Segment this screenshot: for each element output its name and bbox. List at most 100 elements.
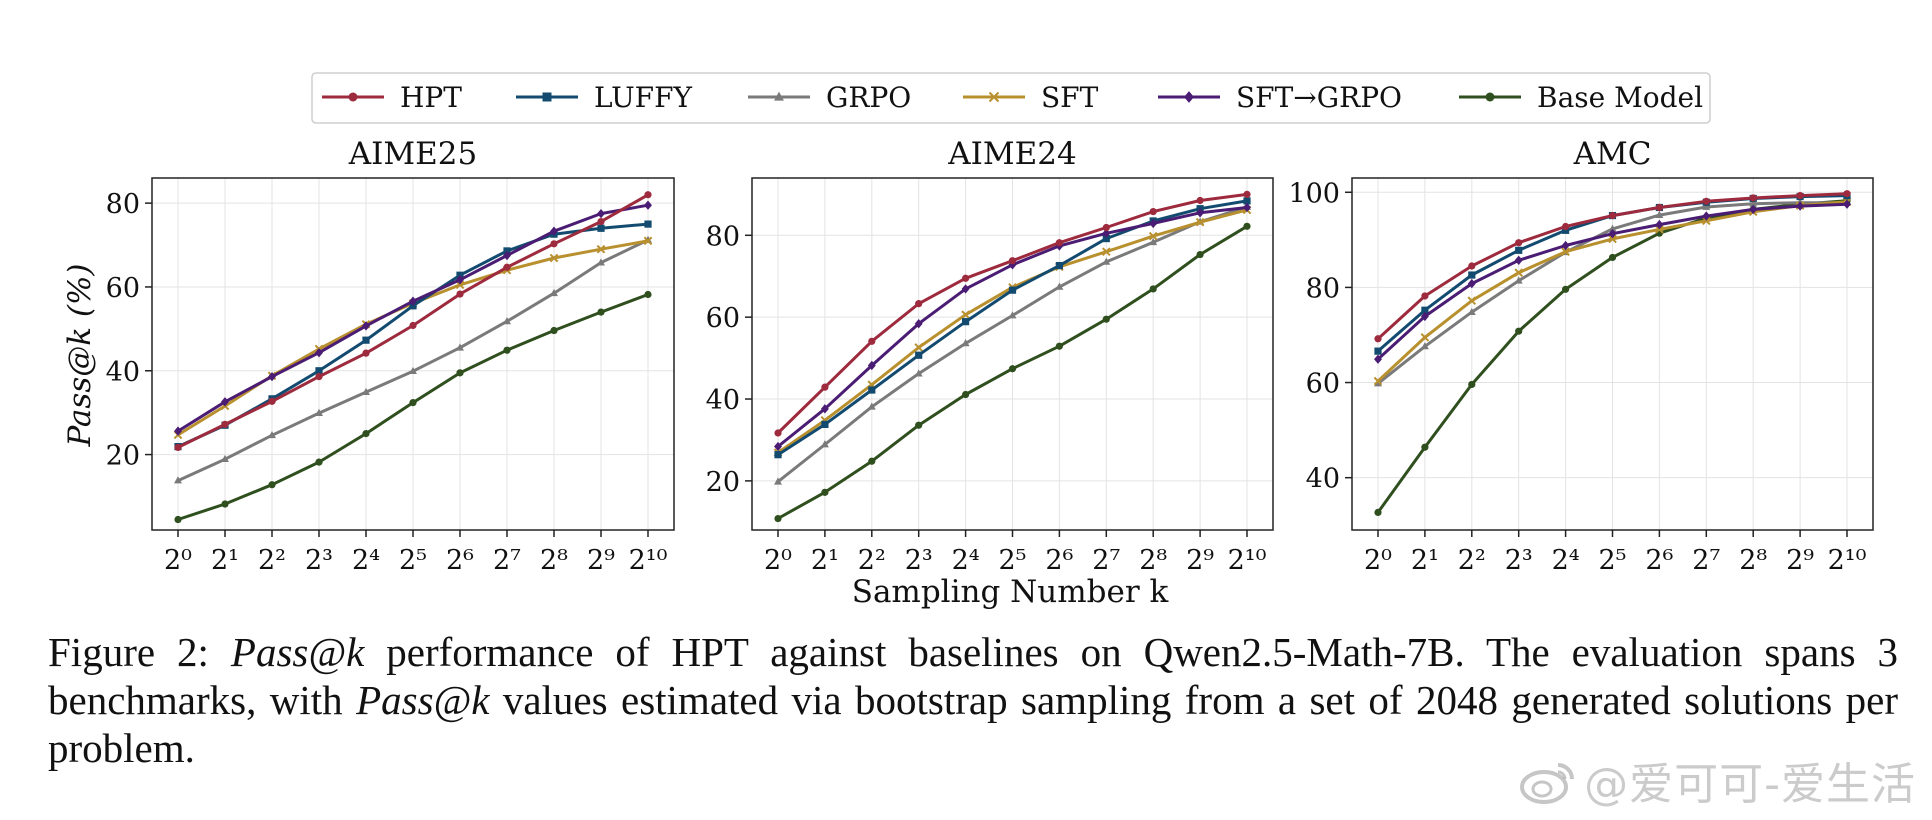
data-point <box>774 514 782 523</box>
data-point <box>868 386 876 394</box>
data-point <box>549 253 559 263</box>
x-tick-label: 2⁵ <box>1598 545 1626 576</box>
data-point <box>1055 282 1064 290</box>
data-point <box>1562 222 1570 231</box>
legend-label: SFT <box>1041 81 1099 114</box>
x-tick-label: 2⁹ <box>1786 545 1814 576</box>
legend-item-sft-to-grpo: SFT→GRPO <box>1158 81 1402 114</box>
series-hpt <box>174 191 652 452</box>
data-point <box>221 420 229 428</box>
panel-title: AIME25 <box>348 136 477 172</box>
data-point <box>821 383 829 391</box>
data-point <box>1421 306 1429 314</box>
data-point <box>1101 247 1111 256</box>
legend-item-sft: SFT <box>963 81 1099 114</box>
caption-passk-2: Pass@k <box>356 677 490 723</box>
data-point <box>821 488 829 496</box>
data-point <box>962 390 970 399</box>
data-point <box>821 420 829 428</box>
data-point <box>1655 203 1663 212</box>
x-tick-label: 2⁶ <box>1045 545 1073 576</box>
y-tick-label: 40 <box>1306 464 1340 495</box>
data-point <box>221 397 229 407</box>
panel-amc: AMC 40 60 80 100 2⁰ 2¹ 2² 2³ 2⁴ 2⁵ 2⁶ 2⁷ 2⁸ 2⁹ 2¹⁰ <box>1288 136 1874 576</box>
x-tick-label: 2⁷ <box>1692 545 1720 576</box>
legend-label: SFT→GRPO <box>1236 81 1402 114</box>
data-point <box>597 217 605 226</box>
watermark-text: @爱可可-爱生活 <box>1584 759 1916 810</box>
x-tick-label: 2¹ <box>211 545 239 576</box>
data-point <box>1420 342 1429 350</box>
series-grpo <box>174 235 652 484</box>
y-tick-label: 60 <box>106 273 140 304</box>
y-tick-label: 80 <box>706 221 740 252</box>
y-axis-label: Pass@k (%) <box>62 263 98 447</box>
data-point <box>1149 207 1157 216</box>
legend-item-hpt: HPT <box>322 81 462 114</box>
data-point <box>1843 190 1851 198</box>
data-point <box>1608 211 1617 220</box>
x-tick-label: 2⁴ <box>352 545 380 576</box>
data-point <box>503 316 511 325</box>
data-point <box>914 319 923 329</box>
legend-label: GRPO <box>826 81 911 114</box>
x-tick-label: 2⁰ <box>1364 545 1392 576</box>
data-point <box>268 430 276 439</box>
data-point <box>1514 255 1523 265</box>
data-point <box>409 366 417 375</box>
data-point <box>774 429 782 437</box>
data-point <box>1243 197 1251 205</box>
data-point <box>315 348 323 358</box>
data-point <box>597 208 605 219</box>
data-point <box>550 240 558 248</box>
series-grpo <box>774 202 1251 485</box>
caption-passk-1: Pass@k <box>230 629 365 675</box>
data-point <box>268 397 276 405</box>
data-point <box>1467 296 1477 306</box>
legend-marker <box>988 91 1000 103</box>
data-point <box>456 290 464 298</box>
data-point <box>268 371 276 382</box>
data-point <box>644 220 652 228</box>
data-point <box>315 367 323 375</box>
data-point <box>774 451 782 459</box>
legend-label: HPT <box>400 81 462 114</box>
data-point <box>596 244 606 254</box>
panel-aime24: AIME24 20 40 60 80 2⁰ 2¹ 2² 2³ 2⁴ 2⁵ 2⁶ 2⁷ 2⁸ 2⁹ 2¹⁰ <box>706 136 1274 576</box>
legend-marker <box>542 92 552 102</box>
x-tick-label: 2⁶ <box>1645 545 1673 576</box>
caption-text-2: values estimated via bootstrap sampling … <box>48 677 1898 771</box>
watermark: @爱可可-爱生活 <box>1518 748 1916 812</box>
data-point <box>174 515 182 524</box>
legend: HPT LUFFY GRPO SFT SFT→GRPO Base Model <box>311 72 1711 124</box>
data-point <box>962 274 970 282</box>
data-point <box>1468 262 1476 270</box>
data-point <box>914 369 923 377</box>
data-point <box>1055 342 1063 350</box>
data-point <box>362 387 370 396</box>
legend-item-luffy: LUFFY <box>516 81 693 114</box>
legend-marker <box>774 91 784 101</box>
legend-marker <box>348 92 358 102</box>
data-point <box>1243 222 1251 230</box>
data-point <box>1702 197 1710 205</box>
legend-item-base-model: Base Model <box>1459 81 1703 114</box>
data-point <box>221 500 229 508</box>
y-tick-label: 60 <box>1306 369 1340 400</box>
data-point <box>409 321 417 330</box>
data-point <box>550 326 558 335</box>
data-point <box>1608 253 1617 262</box>
data-point <box>1149 237 1158 246</box>
data-point <box>550 226 558 236</box>
data-point <box>503 250 511 261</box>
data-point <box>1515 246 1523 254</box>
x-tick-label: 2⁰ <box>164 545 192 576</box>
data-point <box>1055 261 1063 270</box>
x-tick-label: 2⁹ <box>587 545 615 576</box>
data-point <box>1102 257 1111 265</box>
data-point <box>1562 226 1570 234</box>
data-point <box>597 224 605 232</box>
data-point <box>1102 228 1111 238</box>
data-point <box>1373 376 1383 386</box>
